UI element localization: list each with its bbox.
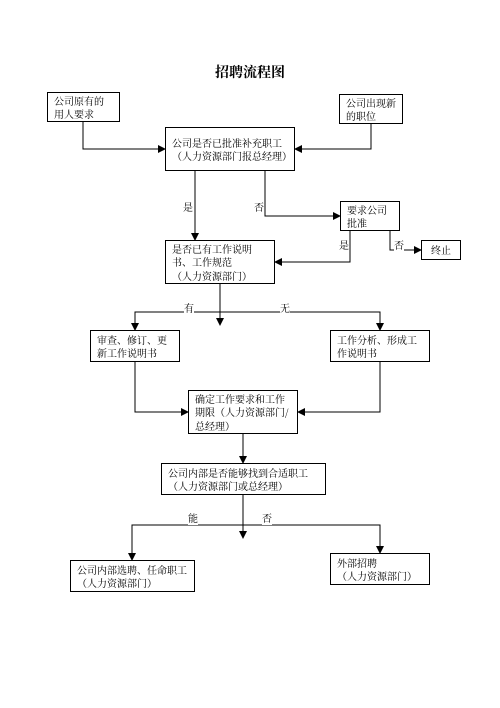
label-can: 能: [188, 510, 198, 525]
node-approve-supplement: 公司是否已批准补充职工（人力资源部门报总经理）: [165, 127, 295, 171]
node-has-job-desc: 是否已有工作说明书、工作规范 （人力资源部门）: [165, 240, 275, 284]
node-define-requirements: 确定工作要求和工作期限（人力资源部门/总经理）: [188, 390, 298, 434]
label-none: 无: [280, 300, 290, 315]
node-request-approval: 要求公司批准: [340, 201, 400, 231]
label-yes-2: 是: [339, 237, 349, 252]
node-original-demand: 公司原有的用人要求: [47, 92, 120, 122]
node-terminate: 终止: [421, 240, 461, 260]
label-yes-1: 是: [183, 199, 193, 214]
label-has: 有: [184, 300, 194, 315]
flowchart-page: 招聘流程图: [0, 0, 500, 708]
node-internal-hire: 公司内部选聘、任命职工（人力资源部门）: [70, 560, 195, 592]
node-external-hire: 外部招聘 （人力资源部门）: [330, 553, 430, 585]
label-no-1: 否: [254, 199, 264, 214]
label-no-2: 否: [394, 237, 404, 252]
label-no-3: 否: [262, 510, 272, 525]
node-job-analysis: 工作分析、形成工作说明书: [330, 330, 430, 362]
page-title: 招聘流程图: [0, 62, 500, 82]
node-internal-candidate: 公司内部是否能够找到合适职工（人力资源部门或总经理）: [161, 463, 326, 495]
node-new-position: 公司出现新的职位: [339, 94, 403, 124]
node-review-update: 审查、修订、更新工作说明书: [90, 330, 180, 362]
